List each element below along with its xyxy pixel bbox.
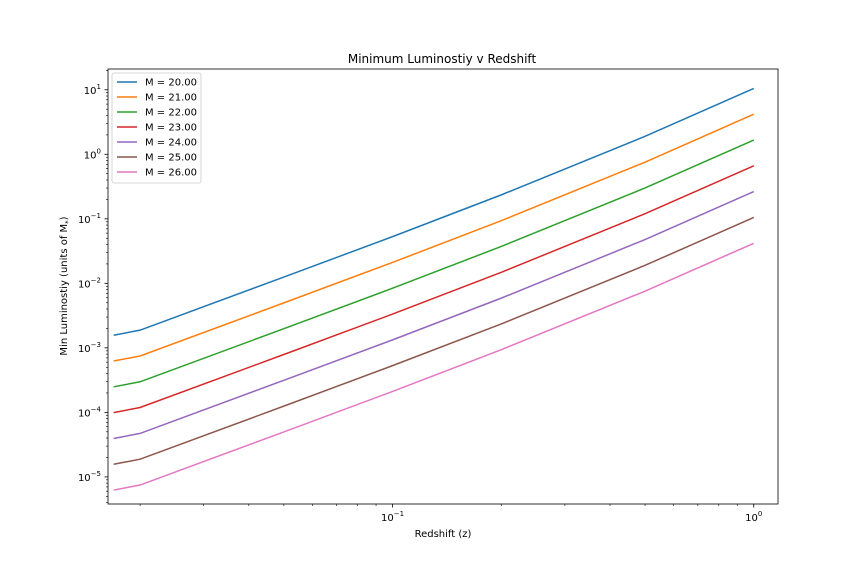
- plot-frame: [107, 68, 779, 505]
- y-axis-label-close: ): [59, 216, 70, 220]
- y-tick-label: 101: [84, 83, 101, 97]
- legend-label-6: M = 25.00: [145, 153, 197, 164]
- series-line-3: [113, 139, 755, 388]
- x-tick-label: 100: [745, 510, 762, 524]
- series-line-6: [113, 216, 755, 465]
- y-tick-label: 10−4: [78, 405, 102, 419]
- y-tick-label: 10−1: [78, 212, 101, 226]
- chart-title: Minimum Luminostiy v Redshift: [348, 52, 537, 66]
- legend-label-1: M = 20.00: [145, 78, 197, 89]
- plot-lines: [113, 87, 755, 491]
- y-tick-label: 10−5: [78, 470, 101, 484]
- legend-label-4: M = 23.00: [145, 123, 197, 134]
- legend-label-5: M = 24.00: [145, 138, 197, 149]
- y-tick-label: 100: [84, 147, 101, 161]
- series-line-2: [113, 113, 755, 362]
- y-axis: 10−5 10−4 10−3 10−2 10−1 100 101: [78, 70, 108, 503]
- legend-label-2: M = 21.00: [145, 93, 197, 104]
- series-line-5: [113, 190, 755, 440]
- series-line-7: [113, 242, 755, 491]
- y-tick-label: 10−2: [78, 276, 101, 290]
- legend: M = 20.00 M = 21.00 M = 22.00 M = 23.00 M = …: [111, 72, 202, 184]
- legend-box: [111, 72, 202, 184]
- y-axis-label: Min Luminostiy (units of M*): [59, 216, 72, 355]
- legend-label-7: M = 26.00: [145, 168, 197, 179]
- y-tick-label: 10−3: [78, 341, 101, 355]
- series-line-4: [113, 165, 755, 414]
- x-axis-label: Redshift (z): [415, 529, 472, 540]
- y-axis-label-subscript: *: [64, 220, 72, 224]
- series-line-1: [113, 87, 755, 336]
- y-axis-label-main: Min Luminostiy (units of M: [59, 224, 70, 356]
- x-tick-label: 10−1: [381, 510, 404, 524]
- legend-label-3: M = 22.00: [145, 108, 197, 119]
